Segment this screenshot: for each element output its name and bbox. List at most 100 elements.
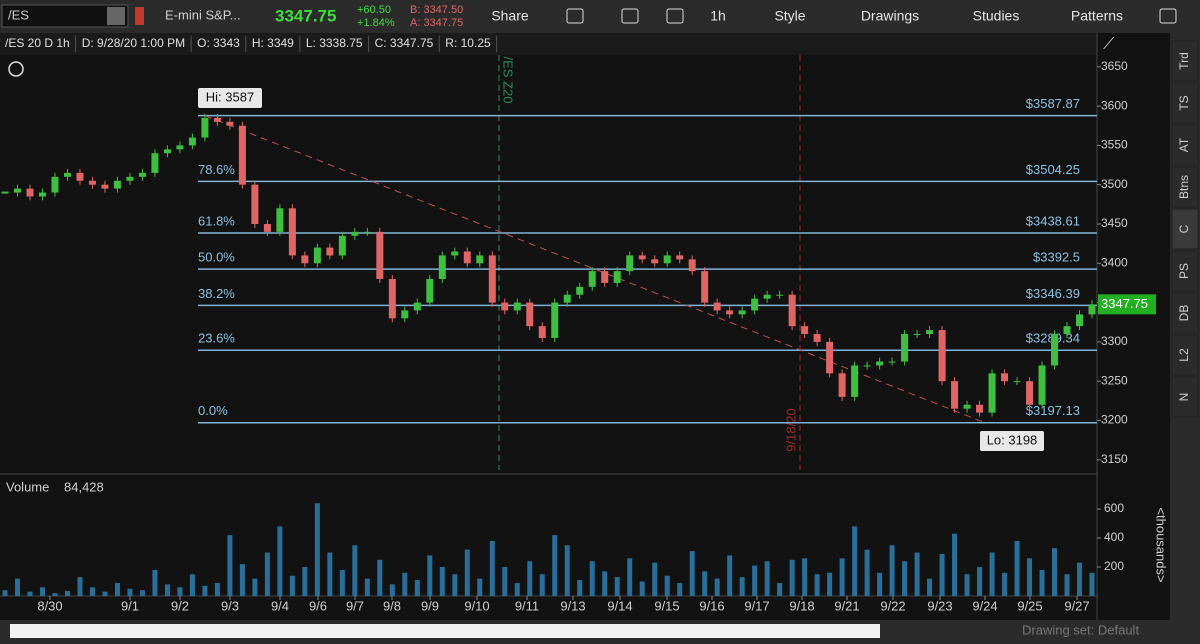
toolbar-icon[interactable] [666, 8, 684, 24]
extreme-label-box [198, 88, 262, 108]
x-tick-label: 9/10 [464, 598, 489, 613]
volume-bar [664, 575, 670, 596]
volume-bar [464, 549, 470, 596]
x-tick-label: 9/14 [607, 598, 632, 613]
info-field: H: 3349 [252, 36, 294, 50]
x-tick-label: 9/2 [171, 598, 189, 613]
x-tick-label: 9/25 [1017, 598, 1042, 613]
volume-bar [327, 552, 333, 596]
scale-icon[interactable]: ⟋ [1103, 36, 1115, 53]
volume-bar [877, 572, 883, 596]
y-tick-label: 3300 [1101, 334, 1128, 348]
candle [788, 294, 796, 327]
sidebar-tab[interactable] [1171, 376, 1199, 418]
candle [38, 192, 46, 197]
volume-bar [127, 588, 133, 596]
y-tick-label: 3450 [1101, 216, 1128, 230]
candle [188, 137, 196, 146]
candle [263, 223, 271, 232]
volume-bar [339, 569, 345, 596]
toolbar-icon[interactable] [566, 8, 584, 24]
last-price-label: 3347.75 [1101, 296, 1148, 311]
candle [288, 208, 296, 256]
volume-bar [764, 561, 770, 596]
volume-bar [289, 575, 295, 596]
fib-pct-label: 38.2% [198, 286, 235, 301]
candle [451, 251, 459, 256]
candle [213, 117, 221, 122]
volume-bar [402, 572, 408, 596]
drawing-set[interactable]: Drawing set: Default [1022, 622, 1139, 637]
sidebar-tab[interactable] [1171, 250, 1199, 292]
extreme-label-box [980, 431, 1044, 451]
sidebar-tab[interactable] [1171, 208, 1199, 250]
toolbar-icon[interactable] [621, 8, 639, 24]
candle [576, 286, 584, 295]
volume-bar [439, 567, 445, 596]
candle [988, 373, 996, 413]
candle [813, 334, 821, 342]
fib-pct-label: 50.0% [198, 250, 235, 265]
x-tick-label: 9/8 [383, 598, 401, 613]
alert-icon[interactable] [8, 61, 24, 77]
sidebar-tab[interactable] [1171, 124, 1199, 166]
candle [838, 373, 846, 397]
toolbar-icon[interactable] [1159, 8, 1177, 24]
volume-bar [364, 578, 370, 596]
candle [276, 208, 284, 232]
volume-bar [477, 578, 483, 596]
volume-bar [989, 552, 995, 596]
sidebar-tab-label: AT [1177, 137, 1191, 152]
info-bar [0, 33, 1097, 55]
fib-price-label: $3504.25 [1026, 162, 1080, 177]
candle [401, 310, 409, 319]
volume-bar [927, 578, 933, 596]
sidebar-tab[interactable] [1171, 40, 1199, 82]
change: +60.50 [357, 4, 391, 16]
link-icon[interactable] [135, 7, 144, 25]
candle [51, 176, 59, 193]
volume-unit: <thousands> [1154, 507, 1169, 582]
volume-bar [1027, 558, 1033, 596]
candle [676, 255, 684, 260]
candle [963, 404, 971, 409]
candle [163, 149, 171, 154]
volume-bar [564, 545, 570, 596]
candle [238, 125, 246, 185]
volume-bar [2, 590, 8, 596]
marker-label: /ES Z20 [501, 57, 516, 104]
sidebar-tab[interactable] [1171, 292, 1199, 334]
candle [626, 255, 634, 272]
volume-bar [789, 559, 795, 596]
y-tick-label: 3500 [1101, 177, 1128, 191]
volume-bar [552, 535, 558, 596]
volume-bar [852, 526, 858, 596]
candle [126, 176, 134, 181]
scrollbar[interactable] [10, 624, 880, 638]
dropdown-button[interactable] [107, 7, 125, 25]
candle [26, 188, 34, 197]
fib-pct-label: 0.0% [198, 403, 228, 418]
sidebar-tab[interactable] [1171, 166, 1199, 208]
volume-bar [952, 533, 958, 596]
volume-bar [152, 569, 158, 596]
volume-bar [739, 577, 745, 596]
volume-bar [414, 580, 420, 596]
candle [151, 153, 159, 173]
candle [726, 310, 734, 315]
volume-bar [264, 552, 270, 596]
sidebar-tab[interactable] [1171, 334, 1199, 376]
volume-bar [627, 558, 633, 596]
candle [888, 361, 896, 363]
volume-bar [914, 552, 920, 596]
info-field: /ES 20 D 1h [5, 36, 70, 50]
symbol-box[interactable] [1, 4, 129, 28]
candle [826, 341, 834, 374]
sidebar-tab-label: C [1177, 224, 1191, 233]
sidebar-tab[interactable] [1171, 82, 1199, 124]
candle [1013, 381, 1021, 383]
volume-bar [589, 561, 595, 596]
extreme-label: Hi: 3587 [206, 89, 254, 104]
y-tick-label: 3250 [1101, 373, 1128, 387]
